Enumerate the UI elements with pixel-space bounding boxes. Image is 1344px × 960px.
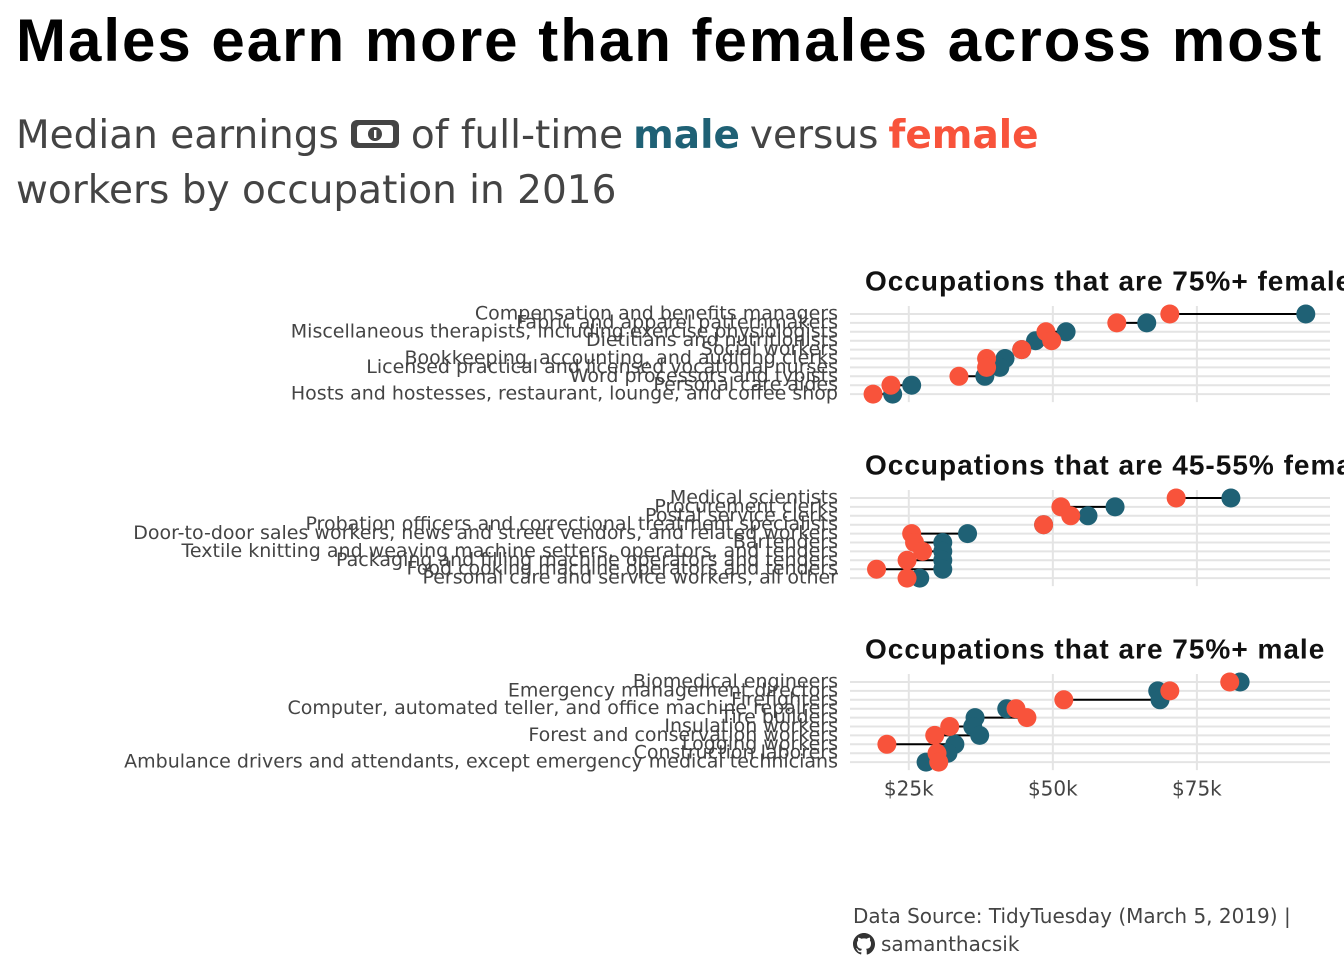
- category-label: Personal care aides: [653, 374, 838, 396]
- category-label: Miscellaneous therapists, including exer…: [291, 320, 838, 342]
- category-label: Food cooking machine operators and tende…: [407, 558, 839, 580]
- category-label: Fabric and apparel patternmakers: [516, 311, 838, 333]
- male-dot: [902, 375, 922, 395]
- x-tick-label: $25k: [884, 777, 934, 801]
- category-label: Personal care and service workers, all o…: [422, 567, 838, 589]
- category-label: Textile knitting and weaving machine set…: [181, 540, 838, 562]
- category-label: Medical scientists: [670, 487, 838, 509]
- female-dot: [1160, 681, 1180, 701]
- category-label: Tire builders: [719, 706, 838, 728]
- female-dot: [863, 384, 883, 404]
- category-label: Insulation workers: [664, 715, 838, 737]
- category-label: Ambulance drivers and attendants, except…: [124, 751, 838, 773]
- panel-title: Occupations that are 75%+ male: [865, 633, 1325, 664]
- caption-author: samanthacsik: [881, 932, 1020, 956]
- female-dot: [977, 357, 997, 377]
- male-dot: [958, 524, 978, 544]
- subtitle-text: Median earnings: [16, 113, 339, 158]
- category-label: Social workers: [701, 338, 838, 360]
- female-dot: [1034, 515, 1054, 535]
- legend-male: male: [633, 113, 740, 158]
- male-dot: [1221, 488, 1241, 508]
- female-dot: [877, 734, 897, 754]
- category-label: Logging workers: [682, 733, 838, 755]
- category-label: Word processors and typists: [570, 365, 838, 387]
- panel-title: Occupations that are 45-55% female: [865, 449, 1344, 480]
- category-label: Emergency management directors: [508, 679, 838, 701]
- category-label: Construction laborers: [634, 742, 838, 764]
- category-label: Hosts and hostesses, restaurant, lounge,…: [291, 383, 838, 405]
- female-dot: [1054, 690, 1074, 710]
- female-dot: [1107, 313, 1127, 333]
- female-dot: [1017, 708, 1037, 728]
- male-dot: [970, 725, 990, 745]
- chart-title: Males earn more than females across most…: [16, 7, 1344, 74]
- category-label: Licensed practical and licensed vocation…: [366, 356, 838, 378]
- category-label: Packaging and filling machine operators …: [336, 549, 838, 571]
- female-dot: [1042, 331, 1062, 351]
- female-dot: [1220, 672, 1240, 692]
- male-dot: [1078, 506, 1098, 526]
- category-label: Computer, automated teller, and office m…: [288, 697, 838, 719]
- category-label: Firefighters: [731, 688, 838, 710]
- female-dot: [949, 366, 969, 386]
- male-dot: [1296, 304, 1316, 324]
- male-dot: [1137, 313, 1157, 333]
- category-label: Bookkeeping, accounting, and auditing cl…: [405, 347, 838, 369]
- caption: Data Source: TidyTuesday (March 5, 2019)…: [853, 902, 1291, 958]
- category-label: Door-to-door sales workers, news and str…: [133, 522, 838, 544]
- female-dot: [881, 375, 901, 395]
- x-tick-label: $75k: [1172, 777, 1222, 801]
- female-dot: [1012, 340, 1032, 360]
- category-label: Compensation and benefits managers: [475, 303, 838, 325]
- female-dot: [940, 717, 960, 736]
- category-label: Dietitians and nutritionists: [586, 329, 838, 351]
- category-label: Bartenders: [733, 531, 838, 553]
- subtitle-text: of full-time: [410, 113, 624, 158]
- category-label: Probation officers and correctional trea…: [305, 513, 838, 535]
- github-icon: [853, 933, 876, 955]
- subtitle-text: versus: [749, 113, 879, 158]
- subtitle-text: workers by occupation in 2016: [16, 168, 617, 213]
- chart-subtitle: Median earnings of full-time male versus fem…: [16, 108, 1316, 218]
- legend-female: female: [888, 113, 1039, 158]
- category-label: Procurement clerks: [654, 495, 838, 517]
- male-dot: [1105, 497, 1125, 517]
- female-dot: [913, 541, 933, 561]
- caption-source: Data Source: TidyTuesday (March 5, 2019)…: [853, 904, 1291, 928]
- category-label: Forest and conservation workers: [528, 724, 838, 746]
- panel-title: Occupations that are 75%+ female: [865, 265, 1344, 296]
- category-label: Biomedical engineers: [633, 671, 838, 693]
- male-dot: [933, 559, 953, 579]
- female-dot: [925, 725, 945, 745]
- female-dot: [867, 559, 887, 579]
- female-dot: [1160, 304, 1180, 324]
- female-dot: [897, 568, 917, 588]
- caption-author-row: samanthacsik: [853, 930, 1291, 958]
- female-dot: [929, 752, 949, 772]
- money-icon: [350, 120, 399, 148]
- category-label: Postal service clerks: [645, 504, 838, 526]
- x-tick-label: $50k: [1028, 777, 1078, 801]
- female-dot: [1166, 488, 1186, 508]
- female-dot: [897, 550, 917, 570]
- female-dot: [1061, 506, 1081, 526]
- male-dot: [1056, 322, 1076, 342]
